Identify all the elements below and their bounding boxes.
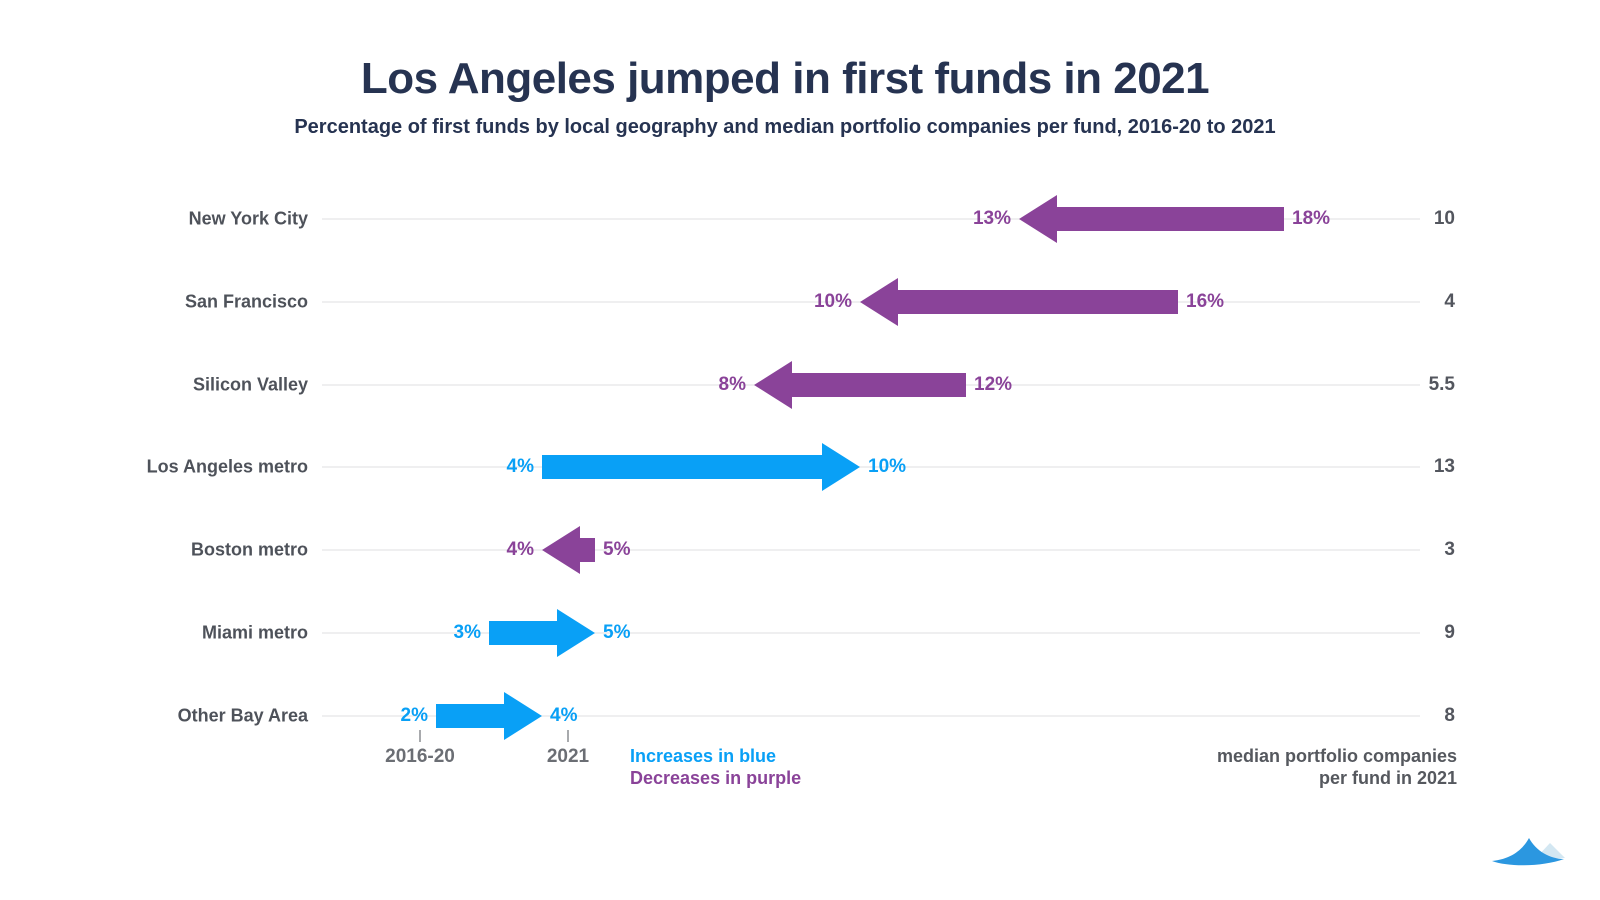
change-arrow-head-icon [822, 443, 860, 492]
chart-row: Miami metro 3% 5% 9 [0, 592, 1600, 674]
change-arrow-head-icon [557, 609, 595, 657]
median-portfolio-value: 4 [1444, 290, 1455, 312]
chart-row: San Francisco 16% 10% 4 [0, 261, 1600, 343]
median-column-note: median portfolio companies per fund in 2… [1216, 746, 1457, 788]
chart-row: Other Bay Area 2% 4% 8 [0, 675, 1600, 757]
start-value-label: 3% [453, 622, 481, 643]
row-grid-line [322, 218, 1420, 220]
end-value-label: 5% [603, 622, 631, 643]
end-value-label: 4% [550, 704, 578, 726]
change-arrow-body [542, 455, 823, 480]
chart-title: Los Angeles jumped in first funds in 202… [360, 54, 1210, 103]
end-value-label: 10% [813, 290, 852, 312]
change-arrow-body [436, 703, 505, 728]
chart-row: Boston metro 5% 4% 3 [0, 509, 1600, 591]
start-value-label: 4% [506, 456, 534, 478]
legend-decrease-label: Decreases in purple [630, 768, 802, 788]
median-portfolio-value: 3 [1444, 539, 1455, 561]
start-value-label: 18% [1292, 208, 1331, 229]
change-arrow-head-icon [542, 526, 580, 575]
mountain-logo-icon [1492, 838, 1565, 866]
chart-row: Silicon Valley 12% 8% 5.5 [0, 344, 1600, 426]
row-grid-line [322, 632, 1420, 634]
change-arrow-head-icon [860, 277, 898, 326]
change-arrow-head-icon [1019, 195, 1057, 243]
axis-label-2016-20: 2016-20 [385, 746, 455, 767]
end-value-label: 13% [972, 208, 1011, 229]
row-label: Other Bay Area [177, 705, 308, 726]
row-label: San Francisco [184, 291, 308, 312]
row-label: New York City [188, 208, 308, 229]
chart-row: Los Angeles metro 4% 10% 13 [0, 426, 1600, 508]
row-grid-line [322, 549, 1420, 551]
change-arrow-body [1056, 207, 1284, 231]
start-value-label: 12% [974, 373, 1013, 395]
change-arrow-head-icon [754, 360, 792, 409]
median-portfolio-value: 13 [1433, 456, 1455, 478]
median-portfolio-value: 9 [1444, 622, 1455, 643]
axis-label-2021: 2021 [546, 746, 590, 767]
row-grid-line [322, 715, 1420, 717]
start-value-label: 16% [1186, 290, 1225, 312]
axis-tick-2021 [567, 730, 569, 742]
change-arrow-body [579, 538, 595, 563]
end-value-label: 4% [506, 539, 534, 561]
start-value-label: 5% [603, 539, 631, 561]
change-arrow-body [489, 621, 558, 645]
legend-increase-label: Increases in blue [630, 746, 777, 766]
end-value-label: 10% [868, 456, 907, 478]
row-label: Los Angeles metro [146, 456, 308, 477]
axis-tick-2016-20 [419, 730, 421, 742]
change-arrow-body [791, 372, 966, 397]
median-portfolio-value: 8 [1444, 704, 1455, 726]
start-value-label: 2% [400, 704, 428, 726]
change-arrow-body [897, 289, 1178, 314]
row-label: Silicon Valley [192, 374, 308, 395]
change-arrow-head-icon [504, 691, 542, 740]
median-portfolio-value: 5.5 [1428, 373, 1455, 395]
chart-row: New York City 18% 13% 10 [0, 178, 1600, 260]
row-label: Boston metro [191, 539, 308, 560]
chart-subtitle: Percentage of first funds by local geogr… [294, 116, 1276, 138]
legend: Increases in blue Decreases in purple [630, 745, 801, 789]
row-label: Miami metro [201, 622, 308, 643]
end-value-label: 8% [718, 373, 746, 395]
row-grid-line [322, 466, 1420, 468]
median-portfolio-value: 10 [1433, 208, 1455, 229]
